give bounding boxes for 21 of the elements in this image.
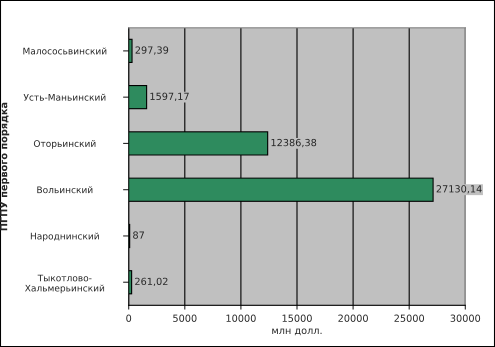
data-label: 1597,17 — [150, 92, 189, 101]
x-tick-label: 15000 — [282, 314, 312, 322]
x-tick-label: 0 — [126, 314, 132, 322]
y-tick-label: Оторьинский — [34, 140, 96, 149]
x-tick-label: 5000 — [173, 314, 197, 322]
x-tick-label: 25000 — [394, 314, 424, 322]
x-tick-label: 10000 — [226, 314, 256, 322]
data-label: 261,02 — [135, 278, 168, 286]
x-tick-label: 30000 — [450, 314, 480, 322]
y-tick-label: Вольинский — [37, 186, 92, 194]
data-label: 297,39 — [136, 46, 168, 55]
data-label: 12386,38 — [272, 138, 316, 148]
x-tick-label: 20000 — [338, 314, 368, 322]
data-label: 87 — [133, 231, 144, 239]
y-tick-label: Народнинский — [30, 232, 99, 242]
y-tick-label: Малососьвинский — [23, 48, 106, 54]
y-axis-title: ПГПУ первого порядка — [0, 102, 10, 230]
data-label: 27130,14 — [436, 185, 482, 194]
x-axis-title: млн долл. — [272, 328, 322, 336]
y-tick-label: Усть-Маньинский — [24, 94, 106, 101]
y-tick-label: Тыкотлово- Хальмерьинский — [25, 274, 104, 294]
